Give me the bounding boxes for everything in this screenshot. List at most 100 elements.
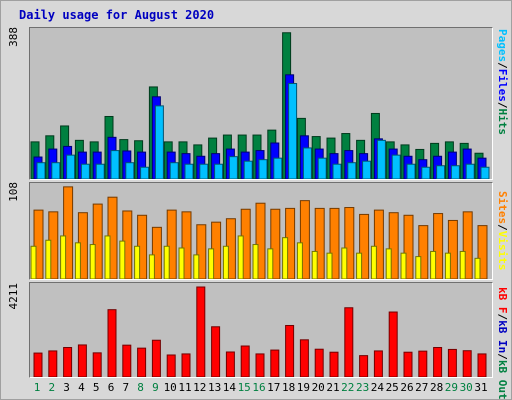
kbytes-bar — [211, 326, 221, 377]
kbytes-bar — [447, 348, 457, 377]
sites-bar — [359, 213, 370, 279]
pages-bar — [125, 162, 135, 179]
pages-bar — [480, 166, 490, 179]
kbytes-bar — [418, 350, 428, 377]
kbytes-bar — [270, 349, 280, 377]
x-tick-label: 28 — [429, 381, 444, 394]
visits-bar — [163, 245, 170, 279]
x-tick-label: 30 — [459, 381, 473, 394]
sites-bar — [151, 226, 162, 279]
sites-bar — [447, 219, 458, 279]
visits-bar — [385, 248, 392, 279]
sites-visits-svg — [30, 186, 488, 279]
x-tick-label: 17 — [267, 381, 281, 394]
x-tick-label: 19 — [296, 381, 311, 394]
kbytes-bar — [166, 354, 176, 377]
visits-bar — [104, 235, 111, 279]
pages-bar — [154, 105, 164, 179]
kbytes-bar — [240, 345, 250, 377]
x-tick-label: 23 — [355, 381, 370, 394]
x-tick-label: 1 — [33, 381, 41, 394]
visits-bar — [193, 254, 200, 279]
sites-visits-plot — [29, 182, 493, 280]
pages-bar — [391, 154, 401, 179]
x-tick-label: 15 — [237, 381, 251, 394]
x-tick-label: 7 — [122, 381, 130, 394]
legend-files: Files — [496, 68, 509, 102]
sites-bar — [255, 202, 266, 279]
hits-files-pages-plot — [29, 27, 493, 180]
kbytes-bar — [151, 339, 161, 377]
kbytes-bar — [77, 344, 87, 377]
kbytes-bar — [359, 355, 369, 377]
sites-bar — [477, 225, 488, 279]
legend-visits: Visits — [496, 230, 509, 271]
kbytes-bar — [137, 347, 147, 377]
hits-files-pages-svg — [30, 32, 490, 179]
x-tick-label: 5 — [92, 381, 100, 394]
pages-bar — [80, 163, 90, 179]
kbytes-bar — [107, 309, 117, 377]
pages-bar — [36, 162, 46, 179]
x-tick-label: 8 — [137, 381, 144, 394]
visits-bar — [89, 244, 96, 279]
kbytes-bar — [92, 352, 102, 377]
pages-bar — [169, 162, 179, 179]
x-tick-label: 31 — [474, 381, 488, 394]
kbytes-bar — [314, 348, 324, 377]
pages-bar — [376, 139, 386, 179]
pages-bar — [288, 83, 298, 179]
pages-bar — [214, 163, 224, 179]
sites-legend: Sites/Visits — [495, 191, 509, 271]
x-axis-day-labels: 1 2 3 4 5 6 7 8 9 10 11 12 13 14 15 16 17 18 19 20 21 22 23 24 2… — [29, 381, 491, 397]
kbytes-bar — [299, 339, 309, 377]
x-tick-label: 13 — [207, 381, 222, 394]
visits-bar — [459, 250, 466, 279]
visits-bar — [415, 256, 422, 279]
visits-bar — [430, 250, 437, 279]
visits-bar — [222, 245, 229, 279]
hits-ymax-label: 388 — [7, 27, 20, 47]
sites-ymax-label: 108 — [7, 182, 20, 202]
pages-bar — [347, 162, 357, 179]
legend-separator: / — [496, 353, 509, 360]
legend-separator: / — [496, 224, 509, 231]
sites-bar — [299, 200, 310, 279]
legend-separator: / — [496, 313, 509, 321]
x-tick-label: 27 — [415, 381, 429, 394]
kbytes-bar — [433, 347, 443, 377]
visits-bar — [356, 252, 363, 279]
legend-hits: Hits — [496, 108, 509, 136]
kbytes-bar — [462, 350, 472, 377]
pages-bar — [317, 157, 327, 179]
visits-bar — [296, 242, 303, 279]
visits-bar — [45, 239, 52, 279]
pages-bar — [273, 157, 283, 179]
pages-bar — [199, 163, 209, 179]
x-tick-label: 9 — [152, 381, 159, 394]
visits-bar — [148, 254, 155, 279]
visits-bar — [267, 248, 274, 279]
sites-bar — [270, 208, 281, 279]
legend-kb-in: kB In — [496, 320, 509, 354]
kbytes-bar — [388, 311, 398, 377]
pages-bar — [450, 165, 460, 179]
legend-kb-out: kB Out — [496, 359, 509, 400]
x-tick-label: 25 — [385, 381, 399, 394]
visits-bar — [474, 257, 481, 279]
kbytes-bar — [344, 307, 354, 377]
kbytes-bar — [196, 286, 206, 377]
sites-bar — [403, 214, 414, 279]
x-tick-label: 26 — [400, 381, 414, 394]
kbytes-ymax-label: 4211 — [7, 283, 20, 310]
visits-bar — [60, 235, 67, 279]
legend-pages: Pages — [496, 29, 509, 63]
kbytes-bar — [477, 353, 487, 377]
x-tick-label: 22 — [341, 381, 355, 394]
hits-legend: Pages/Files/Hits — [495, 29, 509, 135]
x-tick-label: 12 — [193, 381, 207, 394]
files-bar — [137, 151, 147, 179]
pages-bar — [362, 160, 372, 179]
kbytes-bar — [403, 351, 413, 377]
